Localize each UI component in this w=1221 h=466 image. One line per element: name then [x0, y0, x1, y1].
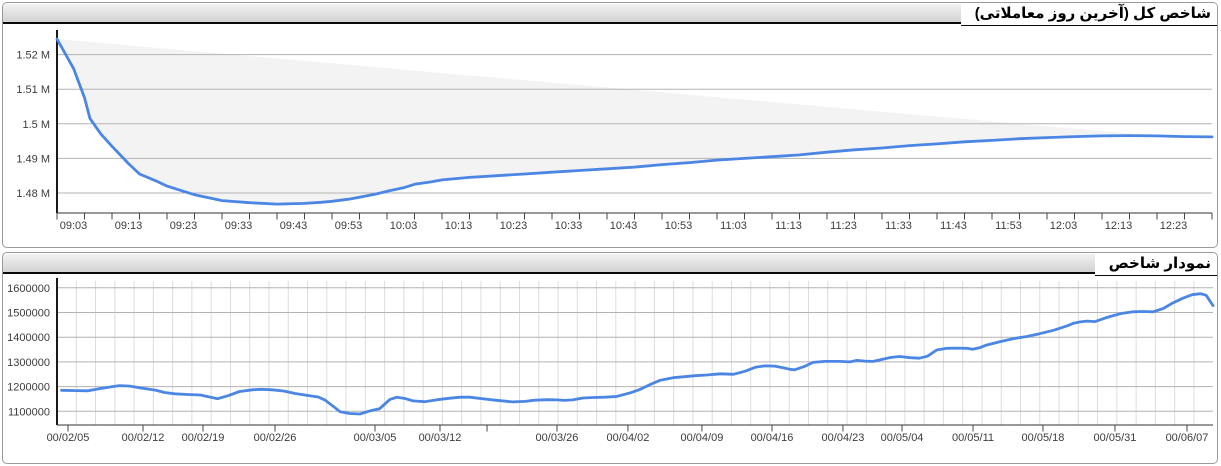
intraday-panel-title: شاخص کل (آخرین روز معاملاتی) — [960, 3, 1217, 26]
intraday-panel-header: شاخص کل (آخرین روز معاملاتی) — [3, 3, 1217, 26]
history-panel-title: نمودار شاخص — [1094, 253, 1217, 276]
intraday-header-strip — [3, 4, 961, 24]
history-index-panel: نمودار شاخص — [2, 252, 1218, 464]
history-panel-header: نمودار شاخص — [3, 253, 1217, 276]
intraday-index-panel: شاخص کل (آخرین روز معاملاتی) — [2, 2, 1218, 248]
history-header-strip — [3, 254, 1095, 274]
